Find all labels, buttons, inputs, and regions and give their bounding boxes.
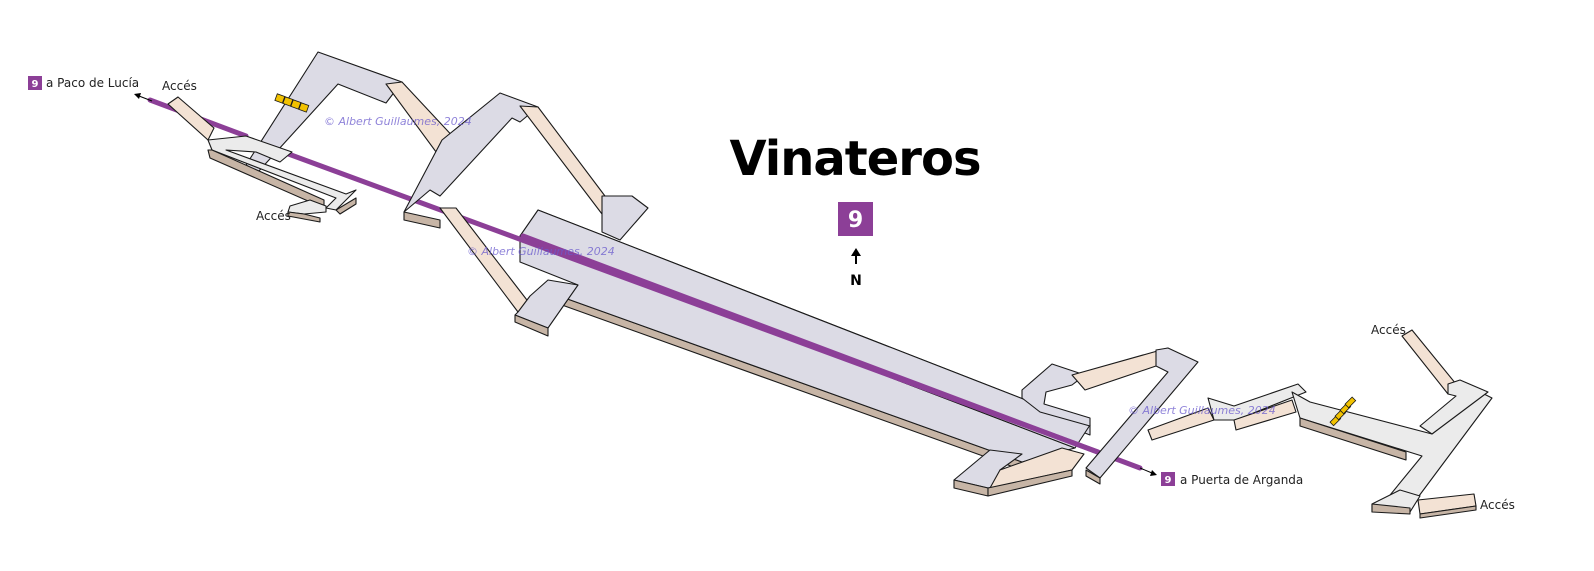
north-arrow-head [851, 248, 861, 256]
track-lower [520, 233, 1143, 471]
destination-east-label: a Puerta de Arganda [1180, 473, 1303, 487]
exit-label-southeast: Accés [1480, 498, 1515, 512]
destination-west-badge [28, 76, 42, 90]
exit-label-northeast: Accés [1371, 323, 1406, 337]
east-mezzanine [953, 347, 1199, 497]
destination-east: 9 a Puerta de Arganda [1161, 472, 1303, 487]
escalator-east [1329, 396, 1357, 427]
east-entrance-corridor [1147, 329, 1493, 519]
north-arrow: N [850, 248, 862, 289]
exit-label-northwest: Accés [162, 79, 197, 93]
watermark-1: © Albert Guillaumes, 2024 [324, 115, 472, 128]
arrow-east [1139, 467, 1157, 476]
west-mezzanine [245, 51, 649, 337]
line-badge-bg [838, 202, 873, 236]
destination-west-badge-number: 9 [32, 79, 39, 90]
destination-east-badge-number: 9 [1165, 475, 1172, 486]
line-9-tracks [147, 97, 1143, 471]
destination-east-badge [1161, 472, 1175, 486]
station-title: Vinateros [729, 131, 980, 187]
escalator-west [274, 93, 310, 113]
line-badge-number: 9 [848, 208, 863, 233]
exit-label-west: Accés [256, 209, 291, 223]
arrow-west [134, 93, 153, 102]
line-badge: 9 [838, 202, 873, 236]
destination-west-label: a Paco de Lucía [46, 76, 139, 90]
north-label: N [850, 273, 862, 289]
watermark-3: © Albert Guillaumes, 2024 [1128, 404, 1276, 417]
watermark-2: © Albert Guillaumes, 2024 [467, 245, 615, 258]
destination-west: 9 a Paco de Lucía [28, 76, 139, 90]
west-entrance-corridor [167, 96, 357, 223]
